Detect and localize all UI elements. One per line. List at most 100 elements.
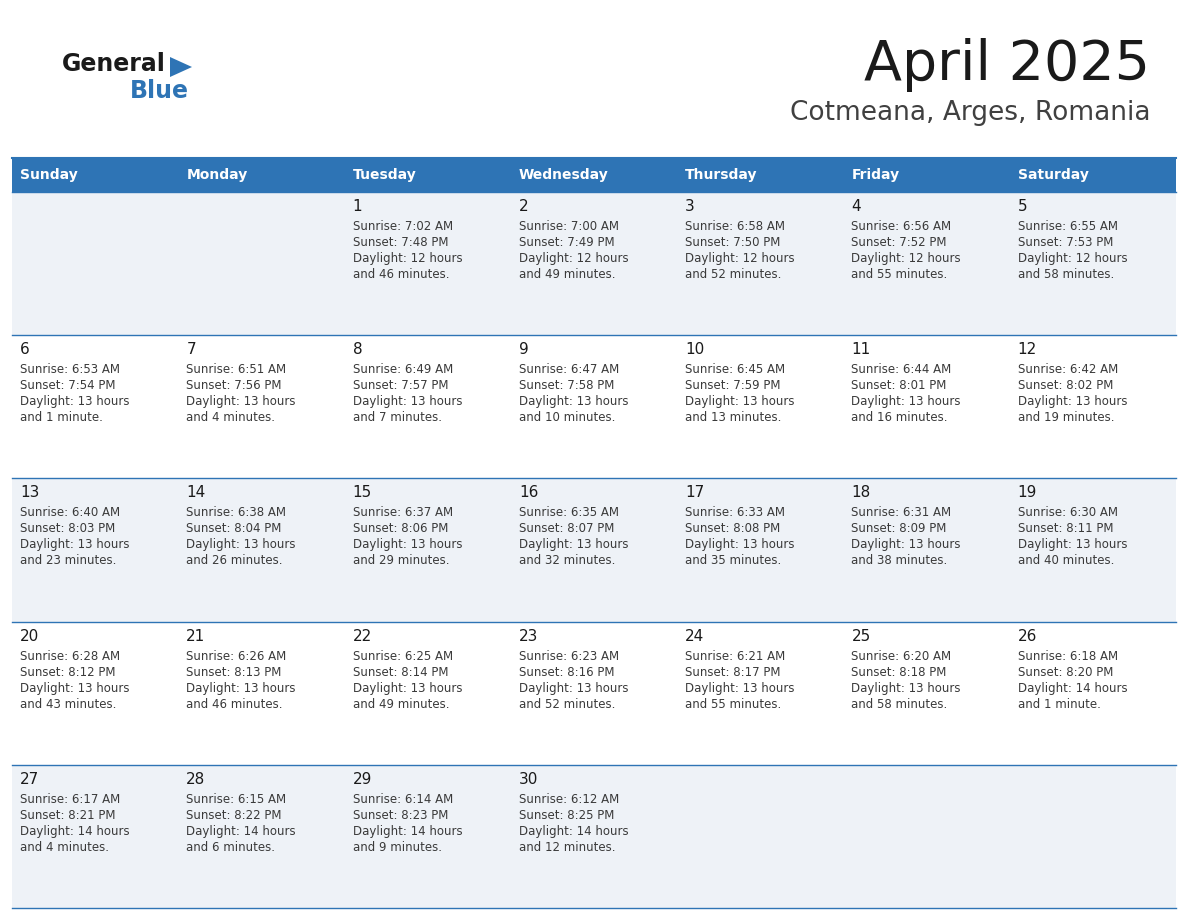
Text: Sunset: 8:13 PM: Sunset: 8:13 PM — [187, 666, 282, 678]
Text: Daylight: 13 hours: Daylight: 13 hours — [685, 538, 795, 552]
Text: Sunset: 7:53 PM: Sunset: 7:53 PM — [1018, 236, 1113, 249]
Text: Daylight: 14 hours: Daylight: 14 hours — [519, 824, 628, 838]
Text: Thursday: Thursday — [685, 168, 758, 182]
Text: and 58 minutes.: and 58 minutes. — [852, 698, 948, 711]
Text: Daylight: 12 hours: Daylight: 12 hours — [1018, 252, 1127, 265]
Text: and 52 minutes.: and 52 minutes. — [519, 698, 615, 711]
Text: Cotmeana, Arges, Romania: Cotmeana, Arges, Romania — [790, 100, 1150, 126]
Text: and 46 minutes.: and 46 minutes. — [187, 698, 283, 711]
Text: and 40 minutes.: and 40 minutes. — [1018, 554, 1114, 567]
Text: Sunrise: 6:55 AM: Sunrise: 6:55 AM — [1018, 220, 1118, 233]
Bar — [677, 478, 843, 621]
Text: and 32 minutes.: and 32 minutes. — [519, 554, 615, 567]
Text: 16: 16 — [519, 486, 538, 500]
Text: 13: 13 — [20, 486, 39, 500]
Bar — [1010, 478, 1176, 621]
Text: Sunrise: 6:33 AM: Sunrise: 6:33 AM — [685, 507, 785, 520]
Text: Sunrise: 6:26 AM: Sunrise: 6:26 AM — [187, 650, 286, 663]
Text: 2: 2 — [519, 199, 529, 214]
Text: and 46 minutes.: and 46 minutes. — [353, 268, 449, 281]
Text: Sunrise: 7:00 AM: Sunrise: 7:00 AM — [519, 220, 619, 233]
Text: Sunrise: 6:15 AM: Sunrise: 6:15 AM — [187, 793, 286, 806]
Text: and 52 minutes.: and 52 minutes. — [685, 268, 782, 281]
Text: and 7 minutes.: and 7 minutes. — [353, 411, 442, 424]
Bar — [843, 335, 1010, 478]
Text: Sunset: 8:06 PM: Sunset: 8:06 PM — [353, 522, 448, 535]
Text: Daylight: 13 hours: Daylight: 13 hours — [353, 681, 462, 695]
Text: Daylight: 12 hours: Daylight: 12 hours — [685, 252, 795, 265]
Text: Sunrise: 6:47 AM: Sunrise: 6:47 AM — [519, 364, 619, 376]
Text: Daylight: 13 hours: Daylight: 13 hours — [20, 396, 129, 409]
Text: Sunrise: 6:44 AM: Sunrise: 6:44 AM — [852, 364, 952, 376]
Bar — [677, 192, 843, 335]
Text: Daylight: 13 hours: Daylight: 13 hours — [187, 681, 296, 695]
Text: and 23 minutes.: and 23 minutes. — [20, 554, 116, 567]
Text: Wednesday: Wednesday — [519, 168, 608, 182]
Text: Sunrise: 6:58 AM: Sunrise: 6:58 AM — [685, 220, 785, 233]
Bar — [345, 335, 511, 478]
Text: Sunrise: 6:42 AM: Sunrise: 6:42 AM — [1018, 364, 1118, 376]
Text: and 4 minutes.: and 4 minutes. — [187, 411, 276, 424]
Text: Daylight: 13 hours: Daylight: 13 hours — [20, 681, 129, 695]
Bar — [345, 192, 511, 335]
Text: April 2025: April 2025 — [864, 38, 1150, 92]
Bar — [178, 192, 345, 335]
Text: Sunrise: 6:23 AM: Sunrise: 6:23 AM — [519, 650, 619, 663]
Text: Daylight: 13 hours: Daylight: 13 hours — [519, 538, 628, 552]
Text: Sunset: 8:22 PM: Sunset: 8:22 PM — [187, 809, 282, 822]
Bar — [1010, 158, 1176, 192]
Text: Sunset: 8:21 PM: Sunset: 8:21 PM — [20, 809, 115, 822]
Text: and 1 minute.: and 1 minute. — [1018, 698, 1100, 711]
Text: Sunset: 7:59 PM: Sunset: 7:59 PM — [685, 379, 781, 392]
Bar — [178, 621, 345, 765]
Text: Sunrise: 6:53 AM: Sunrise: 6:53 AM — [20, 364, 120, 376]
Text: 12: 12 — [1018, 342, 1037, 357]
Text: and 49 minutes.: and 49 minutes. — [353, 698, 449, 711]
Text: and 4 minutes.: and 4 minutes. — [20, 841, 109, 854]
Text: Sunrise: 6:21 AM: Sunrise: 6:21 AM — [685, 650, 785, 663]
Text: and 55 minutes.: and 55 minutes. — [685, 698, 782, 711]
Text: Sunset: 8:09 PM: Sunset: 8:09 PM — [852, 522, 947, 535]
Text: Tuesday: Tuesday — [353, 168, 416, 182]
Text: Sunrise: 7:02 AM: Sunrise: 7:02 AM — [353, 220, 453, 233]
Bar — [843, 158, 1010, 192]
Text: and 26 minutes.: and 26 minutes. — [187, 554, 283, 567]
Bar — [1010, 335, 1176, 478]
Text: and 43 minutes.: and 43 minutes. — [20, 698, 116, 711]
Text: Sunset: 8:17 PM: Sunset: 8:17 PM — [685, 666, 781, 678]
Bar — [843, 765, 1010, 908]
Bar — [843, 192, 1010, 335]
Text: Sunset: 8:04 PM: Sunset: 8:04 PM — [187, 522, 282, 535]
Text: and 16 minutes.: and 16 minutes. — [852, 411, 948, 424]
Bar — [12, 765, 178, 908]
Bar — [12, 478, 178, 621]
Text: Sunrise: 6:30 AM: Sunrise: 6:30 AM — [1018, 507, 1118, 520]
Text: Daylight: 14 hours: Daylight: 14 hours — [1018, 681, 1127, 695]
Bar — [1010, 621, 1176, 765]
Text: Sunset: 7:54 PM: Sunset: 7:54 PM — [20, 379, 115, 392]
Text: Sunset: 8:08 PM: Sunset: 8:08 PM — [685, 522, 781, 535]
Text: Sunset: 7:50 PM: Sunset: 7:50 PM — [685, 236, 781, 249]
Text: Sunrise: 6:12 AM: Sunrise: 6:12 AM — [519, 793, 619, 806]
Text: Daylight: 13 hours: Daylight: 13 hours — [353, 538, 462, 552]
Text: 24: 24 — [685, 629, 704, 644]
Text: Sunrise: 6:51 AM: Sunrise: 6:51 AM — [187, 364, 286, 376]
Text: Sunset: 8:07 PM: Sunset: 8:07 PM — [519, 522, 614, 535]
Text: Daylight: 13 hours: Daylight: 13 hours — [519, 681, 628, 695]
Text: 18: 18 — [852, 486, 871, 500]
Text: Daylight: 13 hours: Daylight: 13 hours — [20, 538, 129, 552]
Text: Sunset: 8:12 PM: Sunset: 8:12 PM — [20, 666, 115, 678]
Polygon shape — [170, 57, 192, 77]
Text: Sunset: 8:18 PM: Sunset: 8:18 PM — [852, 666, 947, 678]
Text: Sunset: 8:16 PM: Sunset: 8:16 PM — [519, 666, 614, 678]
Bar — [345, 478, 511, 621]
Text: Daylight: 13 hours: Daylight: 13 hours — [685, 681, 795, 695]
Text: and 12 minutes.: and 12 minutes. — [519, 841, 615, 854]
Text: Daylight: 14 hours: Daylight: 14 hours — [187, 824, 296, 838]
Text: Daylight: 13 hours: Daylight: 13 hours — [187, 538, 296, 552]
Text: Sunset: 8:25 PM: Sunset: 8:25 PM — [519, 809, 614, 822]
Text: Sunrise: 6:28 AM: Sunrise: 6:28 AM — [20, 650, 120, 663]
Bar — [12, 192, 178, 335]
Text: Daylight: 13 hours: Daylight: 13 hours — [852, 396, 961, 409]
Bar — [511, 478, 677, 621]
